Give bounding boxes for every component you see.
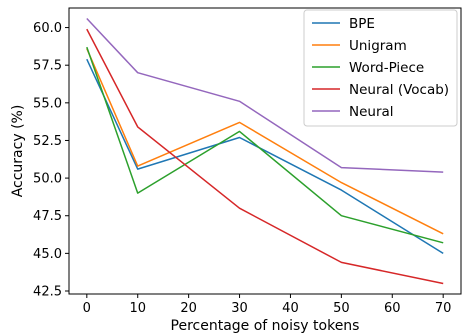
- legend-box: [303, 9, 458, 127]
- axes-frame: [68, 7, 462, 295]
- y-tick-label: 42.5: [33, 284, 62, 299]
- legend: BPE Unigram Word-Piece Neural (Vocab) Neural: [303, 9, 458, 127]
- x-tick-label: 40: [282, 301, 299, 316]
- y-tick-label: 45.0: [33, 247, 62, 262]
- y-tick-label: 55.0: [33, 96, 62, 111]
- y-axis-title: Accuracy (%): [10, 105, 26, 198]
- legend-label: Neural (Vocab): [349, 82, 449, 98]
- series-line-neural: [86, 17, 444, 173]
- x-tick-label: 10: [129, 301, 146, 316]
- y-tick-label: 47.5: [33, 209, 62, 224]
- series-line-neural-vocab: [86, 28, 444, 285]
- x-tick-label: 0: [83, 301, 91, 316]
- series-line-unigram: [86, 48, 444, 235]
- plot-area: [68, 7, 462, 295]
- x-tick-label: 70: [435, 301, 452, 316]
- legend-label: Neural: [349, 104, 394, 120]
- y-tick-label: 60.0: [33, 21, 62, 36]
- y-axis-ticks: 42.5 45.0 47.5 50.0 52.5 55.0 57.5 60.0: [33, 21, 69, 299]
- series-line-word-piece: [86, 46, 444, 244]
- series-line-bpe: [86, 58, 444, 255]
- series-layer: [86, 17, 444, 285]
- x-tick-label: 20: [180, 301, 197, 316]
- y-tick-label: 50.0: [33, 172, 62, 187]
- legend-label: BPE: [349, 16, 375, 32]
- legend-label: Unigram: [349, 38, 407, 54]
- x-axis-ticks: 0 10 20 30 40 50 60 70: [83, 294, 452, 316]
- y-tick-label: 52.5: [33, 134, 62, 149]
- x-tick-label: 30: [231, 301, 248, 316]
- y-tick-label: 57.5: [33, 59, 62, 74]
- legend-label: Word-Piece: [349, 60, 424, 76]
- x-tick-label: 50: [333, 301, 350, 316]
- x-tick-label: 60: [384, 301, 401, 316]
- x-axis-title: Percentage of noisy tokens: [171, 318, 360, 334]
